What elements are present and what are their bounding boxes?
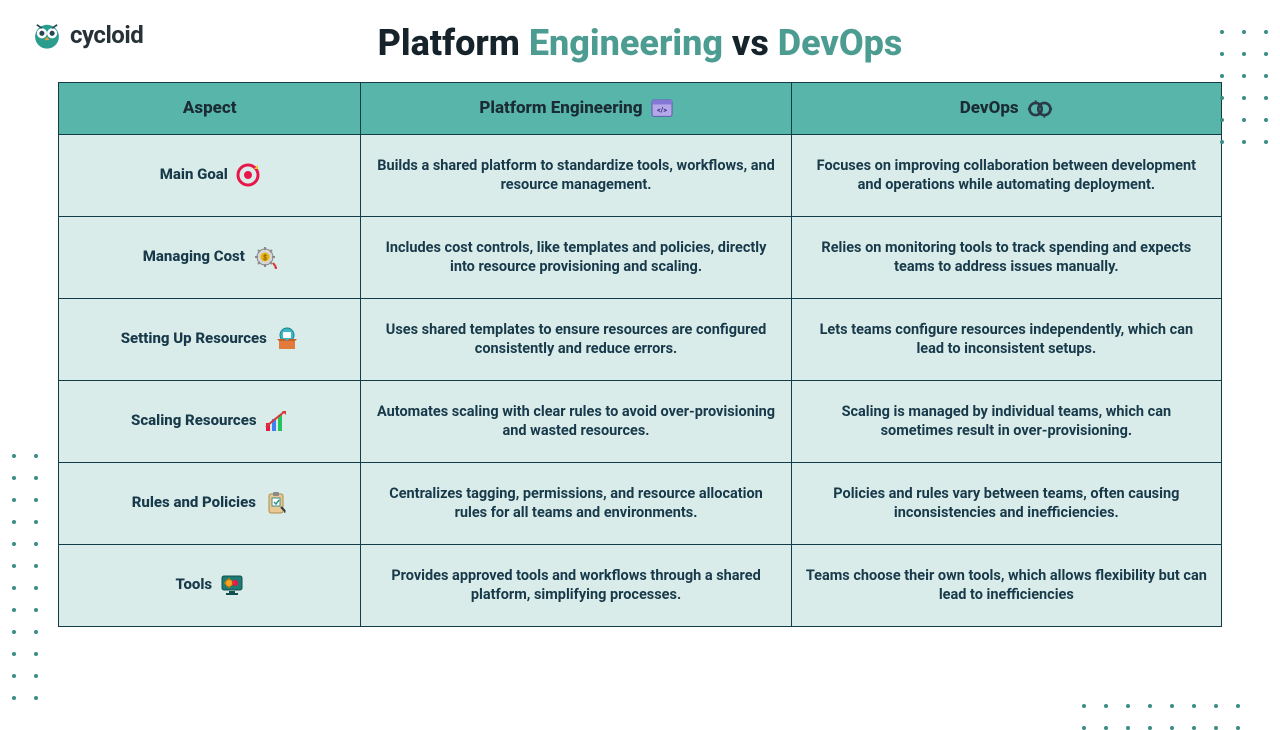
comparison-table: Aspect Platform Engineering </> DevOps [58,82,1222,627]
aspect-label: Managing Cost [143,247,245,265]
cost-gear-icon [253,245,277,269]
platform-engineering-cell: Provides approved tools and workflows th… [361,544,791,626]
aspect-label: Setting Up Resources [121,329,267,347]
table-row: Main Goal Builds a shared platform to st… [59,134,1222,216]
tools-monitor-icon [220,573,244,597]
scaling-chart-icon [264,409,288,433]
svg-text:</>: </> [657,105,667,114]
table-row: Managing Cost Includes cost controls, li… [59,216,1222,298]
brand-logo: cycloid [30,18,143,52]
header-devops-label: DevOps [960,98,1019,118]
comparison-table-wrap: Aspect Platform Engineering </> DevOps [58,82,1222,627]
table-row: Setting Up Resources Uses shared templat… [59,298,1222,380]
aspect-label: Tools [175,575,212,593]
brand-name: cycloid [70,21,143,49]
header-platform-engineering: Platform Engineering </> [361,83,791,135]
devops-cell: Lets teams configure resources independe… [791,298,1221,380]
decorative-dots-bottom-right [1082,704,1240,730]
target-icon [236,163,260,187]
devops-cell: Scaling is managed by individual teams, … [791,380,1221,462]
title-part-engineering: Engineering [529,22,723,64]
table-row: Tools Provides approved tools and workfl… [59,544,1222,626]
aspect-cell: Setting Up Resources [59,298,361,380]
page-title: Platform Engineering vs DevOps [0,0,1280,64]
title-part-1: Platform [378,22,529,64]
table-row: Scaling Resources Automates scaling with… [59,380,1222,462]
resource-box-icon [275,327,299,351]
platform-engineering-cell: Includes cost controls, like templates a… [361,216,791,298]
aspect-label: Main Goal [160,165,228,183]
owl-icon [30,18,64,52]
platform-engineering-cell: Centralizes tagging, permissions, and re… [361,462,791,544]
decorative-dots-bottom-left [0,454,38,700]
aspect-cell: Managing Cost [59,216,361,298]
aspect-cell: Rules and Policies [59,462,361,544]
platform-engineering-cell: Builds a shared platform to standardize … [361,134,791,216]
devops-cell: Relies on monitoring tools to track spen… [791,216,1221,298]
aspect-label: Scaling Resources [131,411,257,429]
table-row: Rules and Policies Centralizes tagging, … [59,462,1222,544]
aspect-label: Rules and Policies [132,493,256,511]
devops-cell: Policies and rules vary between teams, o… [791,462,1221,544]
devops-cell: Teams choose their own tools, which allo… [791,544,1221,626]
aspect-cell: Main Goal [59,134,361,216]
title-part-vs: vs [723,22,778,64]
platform-engineering-cell: Automates scaling with clear rules to av… [361,380,791,462]
decorative-dots-top-right [1220,30,1280,144]
header-aspect: Aspect [59,83,361,135]
devops-cell: Focuses on improving collaboration betwe… [791,134,1221,216]
platform-engineering-cell: Uses shared templates to ensure resource… [361,298,791,380]
code-window-icon: </> [651,99,673,119]
aspect-cell: Scaling Resources [59,380,361,462]
header-pe-label: Platform Engineering [479,98,642,118]
header-devops: DevOps [791,83,1221,135]
table-body: Main Goal Builds a shared platform to st… [59,134,1222,626]
policy-clipboard-icon [264,491,288,515]
devops-gears-icon [1027,99,1053,119]
table-header-row: Aspect Platform Engineering </> DevOps [59,83,1222,135]
title-part-devops: DevOps [778,22,903,64]
aspect-cell: Tools [59,544,361,626]
